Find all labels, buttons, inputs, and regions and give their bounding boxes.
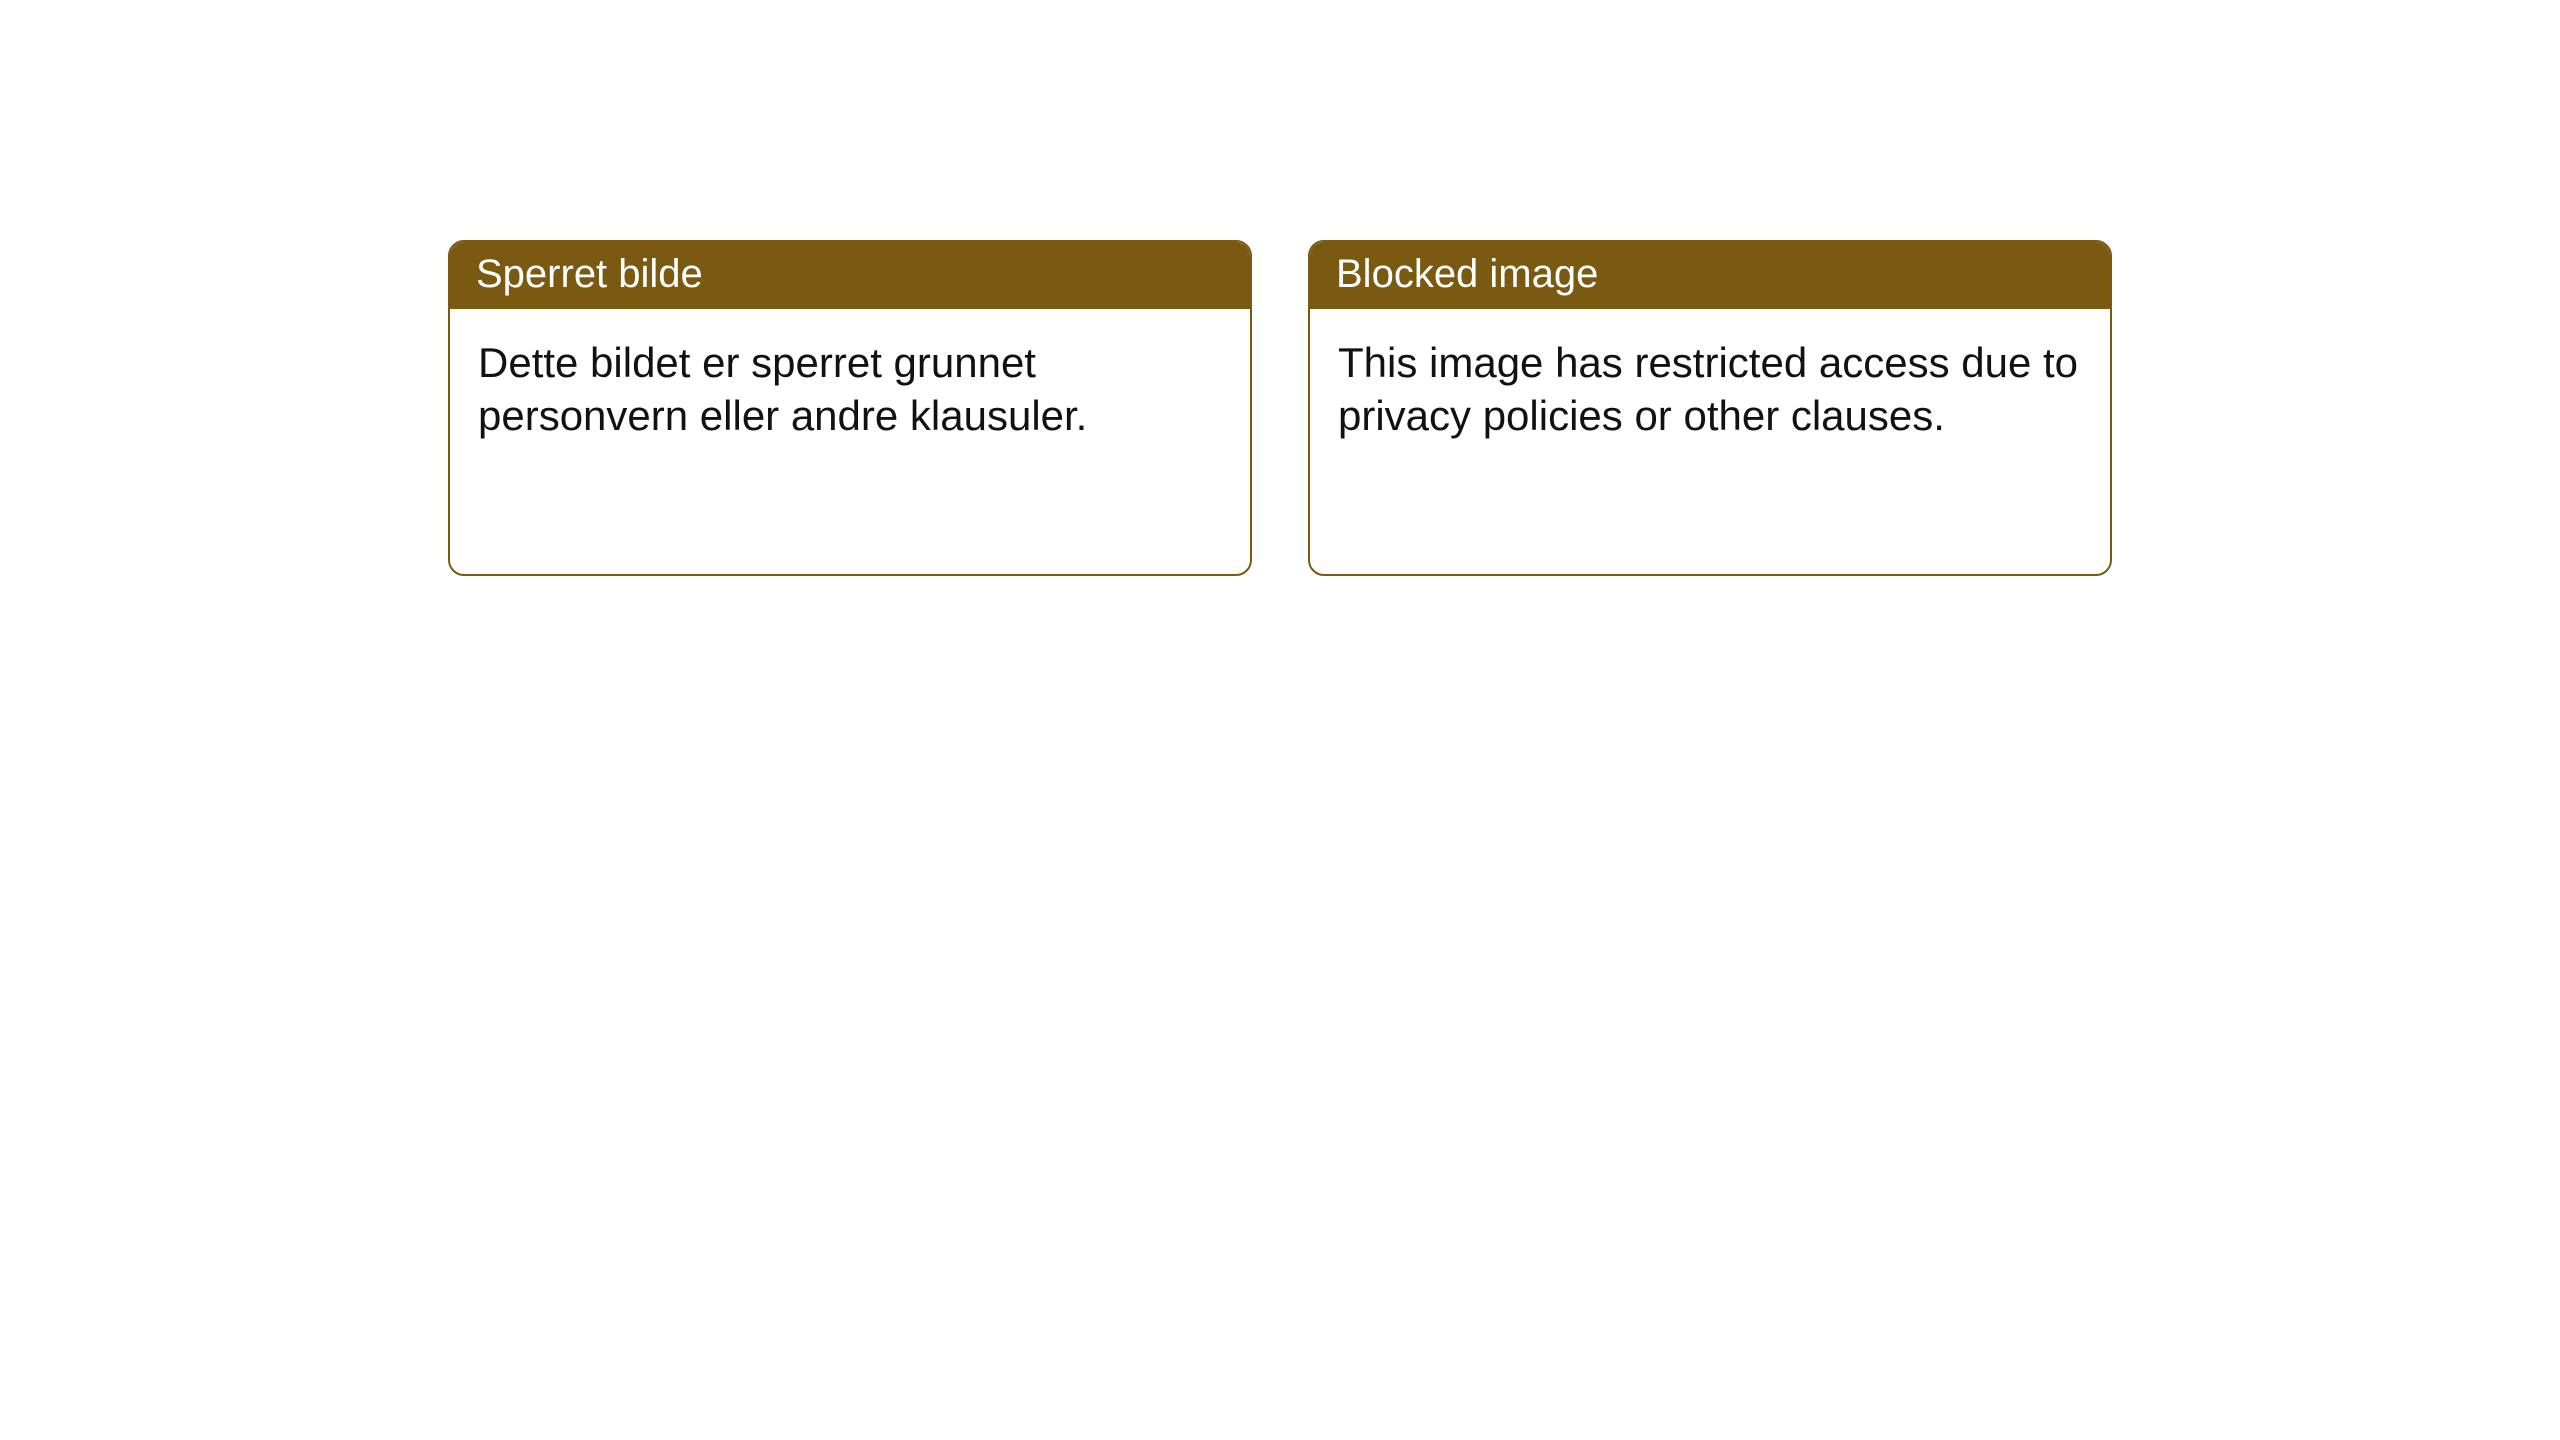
notice-container: Sperret bilde Dette bildet er sperret gr… bbox=[0, 0, 2560, 576]
notice-body-english: This image has restricted access due to … bbox=[1310, 309, 2110, 470]
notice-body-norwegian: Dette bildet er sperret grunnet personve… bbox=[450, 309, 1250, 470]
notice-box-english: Blocked image This image has restricted … bbox=[1308, 240, 2112, 576]
notice-box-norwegian: Sperret bilde Dette bildet er sperret gr… bbox=[448, 240, 1252, 576]
notice-title-english: Blocked image bbox=[1310, 242, 2110, 309]
notice-title-norwegian: Sperret bilde bbox=[450, 242, 1250, 309]
